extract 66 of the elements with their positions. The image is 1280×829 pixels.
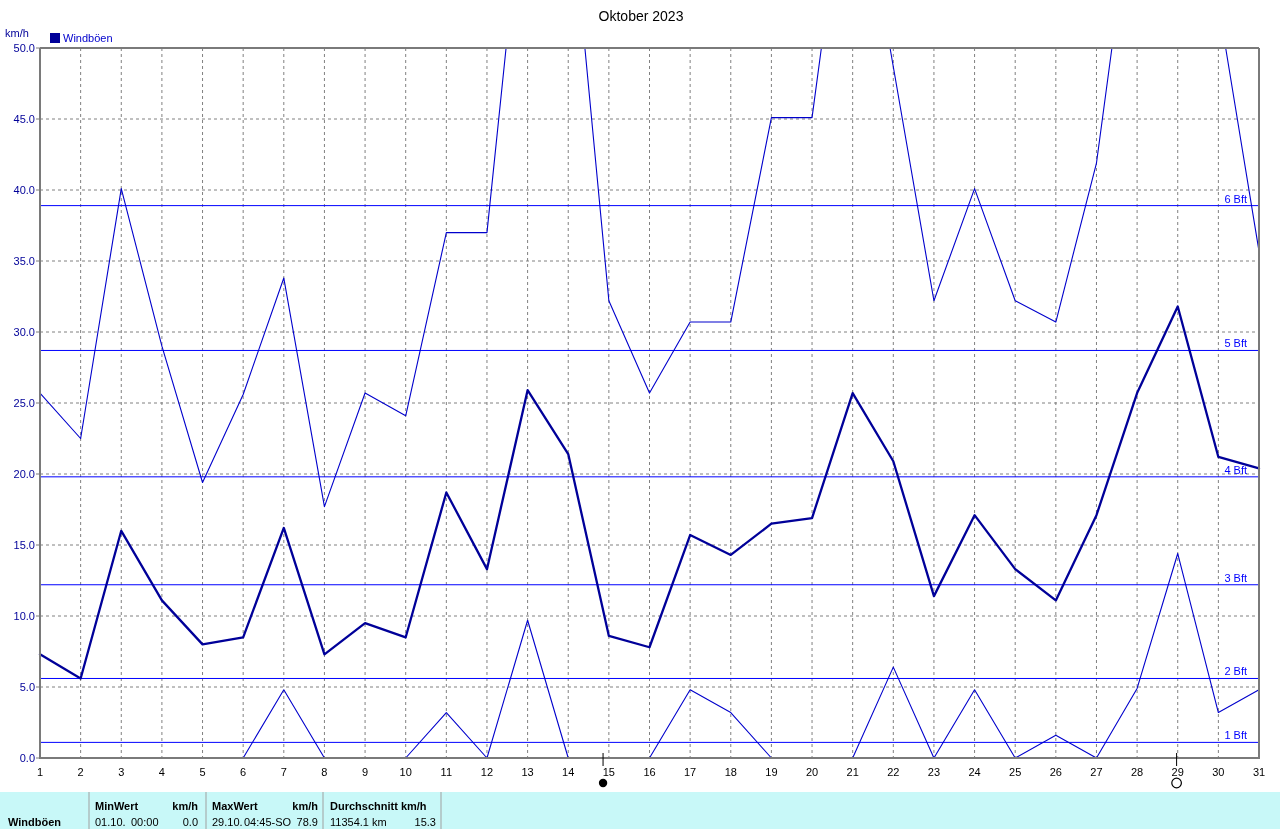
x-tick-label: 5 <box>199 766 206 778</box>
y-tick-label: 10.0 <box>13 609 35 622</box>
x-tick-label: 2 <box>77 766 84 778</box>
x-tick-label: 7 <box>280 766 287 778</box>
x-tick-label: 17 <box>684 766 697 778</box>
x-tick-label: 15 <box>602 766 615 778</box>
y-tick-label: 5.0 <box>19 680 35 693</box>
x-tick-label: 24 <box>968 766 981 778</box>
text: 0.0 <box>182 816 198 828</box>
x-tick-label: 6 <box>240 766 247 778</box>
y-tick-label: 25.0 <box>13 396 35 409</box>
x-tick-label: 11 <box>440 766 453 778</box>
ref-line-label: 2 Bft <box>1224 665 1247 678</box>
y-tick-label: 20.0 <box>13 467 35 480</box>
x-tick-label: 25 <box>1009 766 1022 778</box>
ref-line-label: 1 Bft <box>1224 729 1247 742</box>
text: 00:00 <box>131 816 159 828</box>
text: MaxWert <box>212 800 258 812</box>
ref-line-label: 4 Bft <box>1224 463 1247 476</box>
x-tick-label: 20 <box>805 766 819 778</box>
y-tick-label: 45.0 <box>13 112 35 125</box>
x-tick-label: 16 <box>643 766 656 778</box>
text: 29.10. <box>212 816 243 828</box>
ref-line-label: 3 Bft <box>1224 571 1247 584</box>
text: 11354.1 km <box>330 816 387 828</box>
y-tick-label: 35.0 <box>13 254 35 267</box>
y-axis-title: km/h <box>5 27 29 39</box>
x-tick-label: 14 <box>562 766 575 778</box>
x-tick-label: 21 <box>846 766 859 778</box>
x-tick-label: 4 <box>158 766 165 778</box>
x-tick-label: 27 <box>1090 766 1103 778</box>
text: MinWert <box>95 800 139 812</box>
x-tick-label: 28 <box>1130 766 1144 778</box>
x-tick-label: 26 <box>1049 766 1062 778</box>
chart-title: Oktober 2023 <box>598 8 684 24</box>
ref-line-label: 5 Bft <box>1224 337 1247 350</box>
text: 15.3 <box>414 816 436 828</box>
text: 01.10. <box>95 816 126 828</box>
x-tick-label: 29 <box>1171 766 1184 778</box>
x-tick-label: 12 <box>480 766 494 778</box>
x-tick-label: 3 <box>118 766 125 778</box>
y-tick-label: 15.0 <box>13 538 35 551</box>
x-tick-label: 23 <box>927 766 941 778</box>
y-tick-label: 30.0 <box>13 325 35 338</box>
x-tick-label: 30 <box>1212 766 1225 778</box>
ref-line-label: 6 Bft <box>1224 192 1247 205</box>
x-tick-label: 8 <box>321 766 328 778</box>
x-tick-label: 9 <box>362 766 369 778</box>
text: km/h <box>172 800 199 812</box>
x-tick-label: 31 <box>1252 766 1266 778</box>
y-tick-label: 50.0 <box>13 41 35 54</box>
x-tick-label: 13 <box>521 766 534 778</box>
text: Durchschnitt km/h <box>330 800 427 812</box>
line-series <box>38 305 1261 680</box>
text: km/h <box>292 800 319 812</box>
y-tick-label: 40.0 <box>13 183 35 196</box>
x-tick-label: 10 <box>399 766 412 778</box>
x-tick-label: 1 <box>36 766 44 778</box>
text: Windböen <box>8 816 62 828</box>
y-tick-label: 0.0 <box>19 751 35 764</box>
x-tick-label: 18 <box>724 766 737 778</box>
x-tick-label: 19 <box>765 766 778 778</box>
x-tick-label: 22 <box>887 766 900 778</box>
legend-label: Windböen <box>63 32 113 44</box>
text: 78.9 <box>296 816 318 828</box>
text: 04:45-SO <box>244 816 292 828</box>
